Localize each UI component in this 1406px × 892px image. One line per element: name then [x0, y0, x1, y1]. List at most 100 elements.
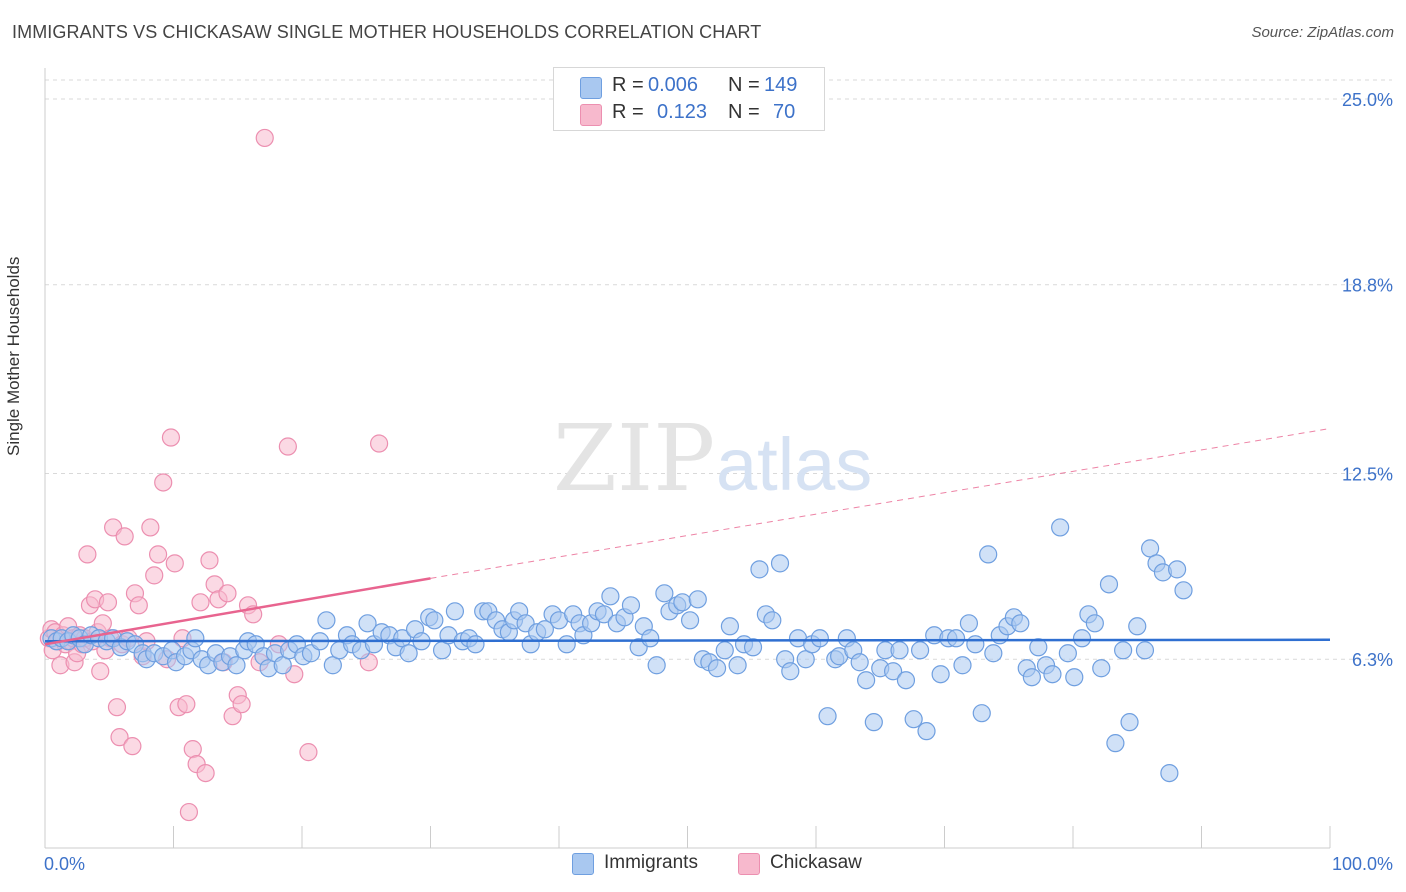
immigrants-point: [1135, 641, 1155, 660]
immigrants-legend-swatch: [572, 853, 594, 875]
tick-labels: 6.3% 12.5% 18.8% 25.0% 0.0% 100.0%: [44, 90, 1393, 874]
chickasaw-point: [78, 545, 97, 564]
immigrants-point: [358, 614, 377, 633]
y-axis-label: Single Mother Households: [4, 256, 23, 456]
immigrants-point: [1065, 668, 1084, 687]
y-tick-label: 6.3%: [1352, 650, 1393, 670]
chickasaw-swatch: [580, 104, 602, 126]
immigrants-point: [1106, 734, 1125, 753]
immigrants-point: [796, 650, 815, 669]
chickasaw-point: [115, 527, 134, 546]
y-tick-label: 12.5%: [1342, 464, 1393, 484]
immigrants-point: [535, 620, 554, 639]
immigrants-point: [1058, 644, 1077, 663]
immigrants-point: [1160, 763, 1179, 783]
immigrants-point: [984, 644, 1003, 663]
r-label: R =: [612, 74, 644, 96]
immigrants-point: [1167, 560, 1187, 579]
chickasaw-point: [200, 551, 219, 570]
immigrants-points: [42, 518, 1193, 783]
chickasaw-point: [179, 802, 199, 822]
stats-legend: R = 0.006 N = 149 R = 0.123 N = 70: [553, 67, 825, 131]
chickasaw-point: [129, 596, 148, 615]
immigrants-point: [910, 641, 930, 660]
chickasaw-point: [218, 584, 237, 603]
immigrants-point: [594, 605, 614, 624]
trend-lines: [44, 428, 1331, 646]
n-label: N =: [728, 101, 760, 123]
chickasaw-point: [154, 473, 173, 492]
chickasaw-point: [110, 728, 129, 747]
immigrants-point: [1072, 629, 1092, 648]
chickasaw-point: [177, 695, 196, 714]
chart-title: IMMIGRANTS VS CHICKASAW SINGLE MOTHER HO…: [12, 22, 762, 42]
immigrants-point: [1085, 614, 1104, 633]
chickasaw-point: [232, 695, 251, 714]
immigrants-point: [904, 710, 923, 729]
chickasaw-point: [183, 740, 202, 759]
n-value: 149: [764, 74, 798, 96]
chickasaw-point: [278, 437, 297, 456]
immigrants-point: [750, 560, 769, 579]
x-tick-label: 0.0%: [44, 854, 85, 874]
chickasaw-point: [141, 518, 160, 537]
immigrants-point: [857, 671, 876, 690]
immigrants-point: [946, 629, 966, 648]
watermark: ZIP atlas: [553, 405, 872, 512]
immigrants-point: [655, 584, 674, 603]
watermark-zip: ZIP: [553, 405, 715, 512]
chickasaw-point: [299, 743, 318, 762]
immigrants-point: [917, 722, 936, 741]
immigrants-point: [1120, 713, 1139, 732]
immigrants-point: [1029, 638, 1048, 657]
chickasaw-legend-swatch: [738, 853, 760, 875]
n-value: 70: [773, 101, 796, 123]
source-label: Source: ZipAtlas.com: [1251, 24, 1394, 41]
chickasaw-point: [196, 763, 215, 783]
immigrants-point: [673, 593, 692, 612]
immigrants-point: [1099, 575, 1119, 594]
immigrants-point: [850, 653, 869, 672]
immigrants-point: [1022, 668, 1041, 687]
immigrants-point: [728, 656, 747, 675]
immigrants-point: [1092, 659, 1111, 678]
y-tick-label: 25.0%: [1342, 90, 1393, 110]
y-tick-label: 18.8%: [1342, 276, 1393, 296]
immigrants-point: [557, 635, 576, 654]
immigrants-point: [1174, 581, 1193, 600]
immigrants-point: [1140, 539, 1160, 558]
chickasaw-point: [191, 593, 210, 612]
immigrants-point: [1043, 665, 1062, 684]
immigrants-point: [979, 545, 998, 564]
chickasaw-point: [145, 566, 164, 585]
chickasaw-trend-line: [44, 577, 431, 646]
grid-lines: [45, 79, 1392, 660]
x-tick-label: 100.0%: [1332, 854, 1393, 874]
immigrants-point: [864, 713, 883, 732]
chickasaw-trend-extrapolation: [430, 428, 1331, 579]
immigrants-point: [781, 662, 800, 681]
immigrants-point: [720, 617, 740, 636]
immigrants-point: [1114, 641, 1133, 660]
immigrants-point: [647, 656, 666, 675]
immigrants-swatch: [580, 77, 602, 99]
immigrants-point: [890, 641, 909, 660]
immigrants-point: [896, 671, 916, 690]
immigrants-point: [688, 590, 707, 609]
immigrants-point: [715, 641, 734, 660]
immigrants-trend-line: [44, 638, 1331, 643]
immigrants-point: [466, 635, 485, 654]
chickasaw-point: [370, 434, 389, 453]
immigrants-point: [186, 629, 205, 648]
immigrants-point: [621, 596, 641, 615]
chickasaw-point: [148, 545, 168, 564]
immigrants-point: [425, 611, 444, 630]
immigrants-point: [959, 614, 979, 633]
r-label: R =: [612, 101, 644, 123]
immigrants-point: [931, 665, 950, 684]
chickasaw-points: [39, 128, 389, 822]
immigrants-point: [393, 629, 412, 648]
immigrants-point: [883, 662, 903, 681]
chickasaw-point: [107, 698, 127, 717]
